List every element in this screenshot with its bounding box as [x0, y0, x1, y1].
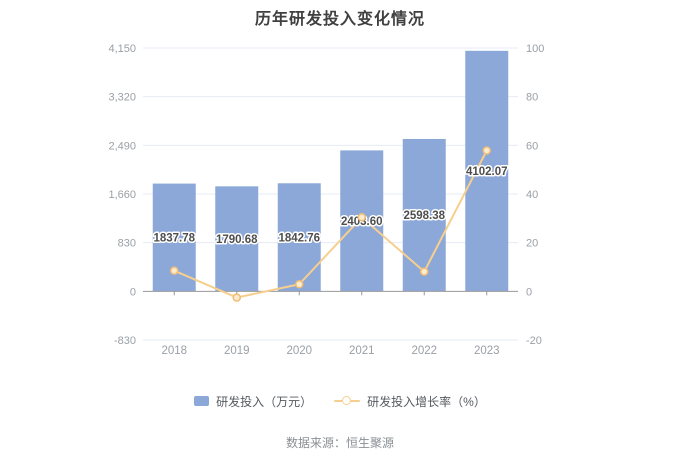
chart-legend: 研发投入（万元） 研发投入增长率（%）	[0, 392, 680, 410]
x-axis-category-label: 2021	[349, 345, 375, 357]
bar-value-label: 1790.68	[216, 234, 258, 246]
x-axis-category-label: 2019	[224, 345, 250, 357]
bar-2020[interactable]	[277, 183, 321, 292]
line-series-swatch-icon	[334, 396, 361, 406]
legend-label-growth-rate: 研发投入增长率（%）	[367, 394, 486, 409]
right-axis-tick-label: 0	[526, 286, 532, 298]
left-axis-tick-label: 0	[130, 286, 136, 298]
x-axis-category-label: 2020	[286, 345, 312, 357]
growth-marker-2023[interactable]	[482, 146, 491, 155]
right-axis-tick-label: 40	[526, 189, 538, 201]
growth-marker-2022[interactable]	[420, 267, 429, 276]
growth-marker-2021[interactable]	[357, 213, 366, 222]
x-axis-category-label: 2022	[411, 345, 437, 357]
data-source-note: 数据来源：恒生聚源	[285, 436, 394, 450]
bar-value-label: 2598.38	[403, 210, 445, 222]
left-axis-tick-label: -830	[114, 335, 136, 347]
legend-item-growth-rate[interactable]: 研发投入增长率（%）	[334, 393, 486, 410]
right-axis-tick-label: 60	[526, 140, 538, 152]
bar-value-label: 4102.07	[466, 166, 508, 178]
right-axis-tick-label: 80	[526, 92, 538, 104]
right-axis-tick-label: 20	[526, 238, 538, 250]
x-axis-category-label: 2018	[161, 345, 187, 357]
bar-value-label: 1842.76	[278, 232, 320, 244]
left-axis-tick-label: 2,490	[108, 140, 136, 152]
growth-rate-line[interactable]	[173, 150, 488, 299]
left-axis-tick-label: 830	[118, 238, 136, 250]
left-axis-tick-label: 4,150	[108, 43, 136, 55]
growth-marker-2018[interactable]	[170, 266, 179, 275]
chart-plot-area: 4,150 100 3,320 80 2,490 60 1,660 40 830 20 0 0 -830…	[108, 43, 544, 357]
bar-2019[interactable]	[215, 186, 259, 292]
legend-label-rd-investment: 研发投入（万元）	[216, 394, 313, 409]
growth-marker-2020[interactable]	[295, 280, 304, 289]
bar-value-label: 1837.78	[153, 232, 195, 244]
left-axis-tick-label: 1,660	[108, 189, 136, 201]
left-axis-tick-label: 3,320	[108, 92, 136, 104]
chart-title: 历年研发投入变化情况	[254, 11, 425, 28]
right-axis-tick-label: -20	[526, 335, 542, 347]
bar-value-label: 2403.60	[341, 216, 383, 228]
legend-item-rd-investment[interactable]: 研发投入（万元）	[194, 393, 312, 410]
x-axis-category-label: 2023	[474, 345, 500, 357]
bar-series-swatch-icon	[194, 396, 210, 406]
bar-2023[interactable]	[465, 50, 509, 292]
right-axis-tick-label: 100	[526, 43, 544, 55]
bar-2022[interactable]	[402, 138, 446, 292]
growth-marker-2019[interactable]	[232, 293, 241, 302]
